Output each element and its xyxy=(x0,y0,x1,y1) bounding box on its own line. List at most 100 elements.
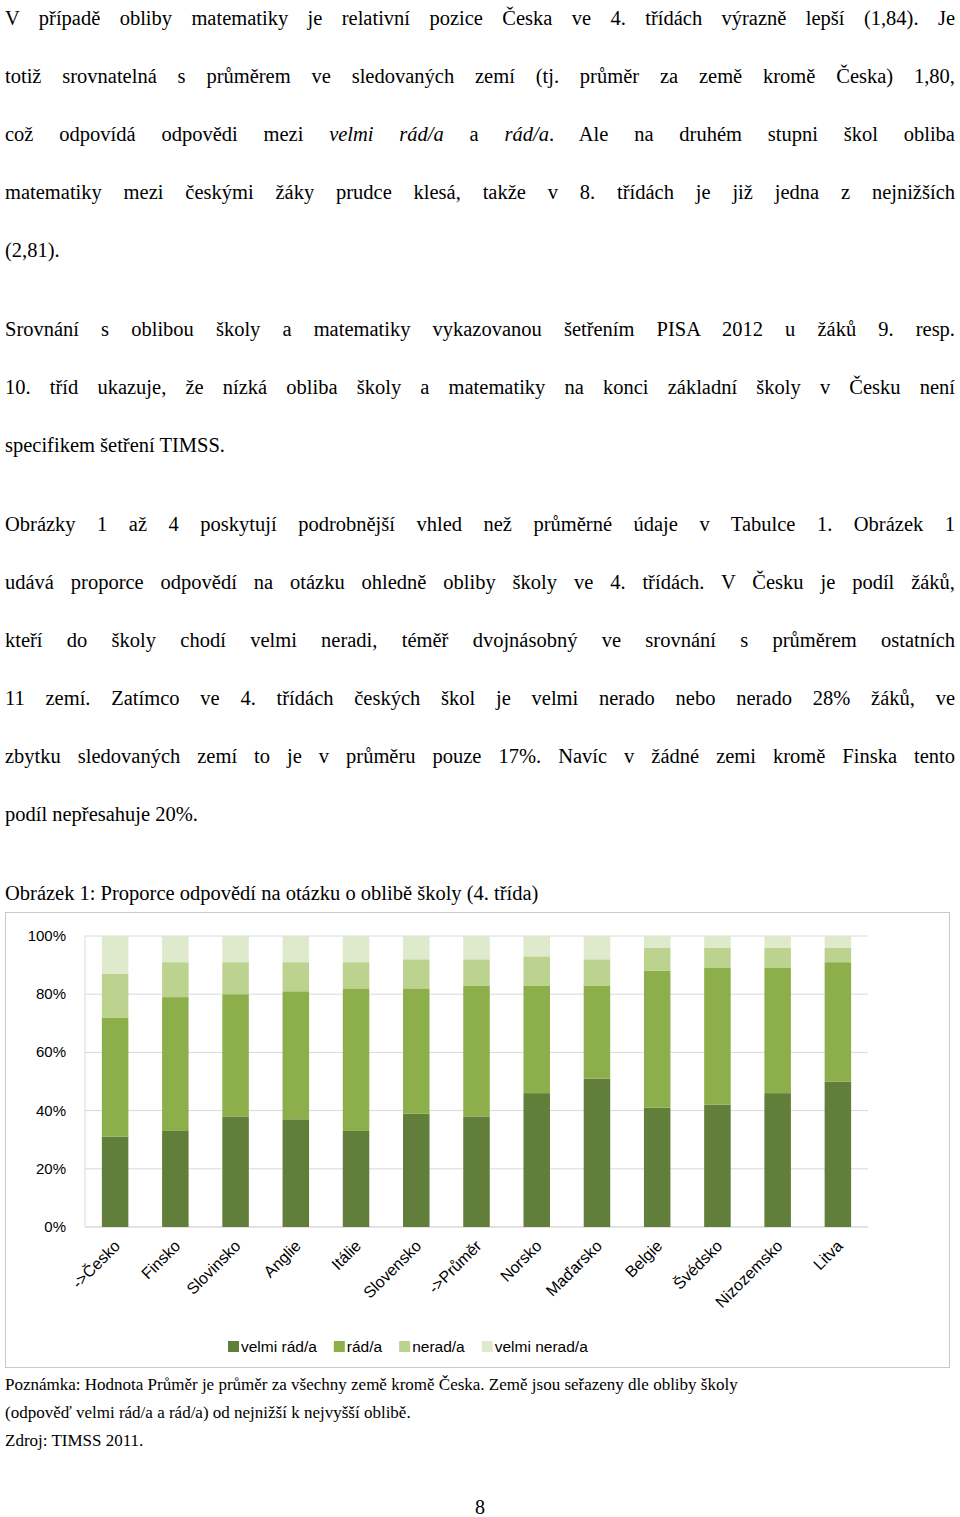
tick-label: 0% xyxy=(44,1218,66,1235)
bar-segment xyxy=(584,936,611,959)
text-line: 10. tříd ukazuje, že nízká obliba školy … xyxy=(5,374,955,400)
category-label: Litva xyxy=(810,1237,846,1273)
bar-segment xyxy=(463,1116,490,1227)
bar-segment xyxy=(102,1137,129,1227)
bar-segment xyxy=(704,948,731,968)
text-line: podíl nepřesahuje 20%. xyxy=(5,801,955,827)
bar-segment xyxy=(343,962,370,988)
text-line: Srovnání s oblibou školy a matematiky vy… xyxy=(5,316,955,342)
bar-segment xyxy=(463,985,490,1116)
text-line: (2,81). xyxy=(5,237,955,263)
text-line: což odpovídá odpovědi mezi velmi rád/a a… xyxy=(5,121,955,147)
text-segment: velmi rád/a xyxy=(329,123,444,145)
bar-segment xyxy=(644,936,671,948)
bar-segment xyxy=(403,1114,430,1227)
text-line: zbytku sledovaných zemí to je v průměru … xyxy=(5,743,955,769)
legend-label: rád/a xyxy=(347,1338,383,1355)
bar-segment xyxy=(644,1108,671,1227)
figure-note: Zdroj: TIMSS 2011. xyxy=(5,1430,143,1452)
tick-label: 80% xyxy=(36,985,66,1002)
chart: 0% 20% 40% 60% 80% 100% ->Česko FinskoSlovinsko… xyxy=(0,0,960,1517)
legend-swatch xyxy=(399,1341,410,1352)
page-number: 8 xyxy=(0,1495,960,1517)
bar-segment xyxy=(222,962,249,994)
bar-segment xyxy=(463,959,490,985)
bar-segment xyxy=(403,988,430,1113)
bar-segment xyxy=(764,936,791,948)
bar-segment xyxy=(283,991,310,1119)
figure-note: (odpověď velmi rád/a a rád/a) od nejnižš… xyxy=(5,1402,411,1424)
bar-segment xyxy=(343,1131,370,1227)
text-line: totiž srovnatelná s průměrem ve sledovan… xyxy=(5,63,955,89)
bar-segment xyxy=(704,1105,731,1227)
bar-segment xyxy=(704,936,731,948)
text-segment: . Ale na druhém stupni škol obliba xyxy=(549,123,955,145)
bar-segment xyxy=(162,997,189,1131)
category-label: Itálie xyxy=(328,1237,364,1273)
text-segment: a xyxy=(444,123,505,145)
bar-segment xyxy=(222,994,249,1116)
category-label: Norsko xyxy=(497,1237,545,1285)
category-label: Nizozemsko xyxy=(712,1237,786,1311)
category-label: ->Česko xyxy=(68,1236,123,1291)
bar-segment xyxy=(343,988,370,1131)
text-line: Obrázky 1 až 4 poskytují podrobnější vhl… xyxy=(5,511,955,537)
category-label: Slovensko xyxy=(360,1237,424,1301)
text-line: 11 zemí. Zatímco ve 4. třídách českých š… xyxy=(5,685,955,711)
bar-segment xyxy=(825,1082,852,1228)
category-label: Slovinsko xyxy=(183,1237,244,1298)
bar-segment xyxy=(825,948,852,963)
bar-segment xyxy=(283,936,310,962)
bar-segment xyxy=(523,956,550,985)
category-label: ->Průměr xyxy=(425,1237,485,1297)
bar-segment xyxy=(764,968,791,1093)
text-segment: což odpovídá odpovědi mezi xyxy=(5,123,329,145)
bar-segment xyxy=(102,1017,129,1136)
bar-segment xyxy=(584,985,611,1078)
bar-segment xyxy=(704,968,731,1105)
legend-label: nerad/a xyxy=(412,1338,465,1355)
legend-swatch xyxy=(482,1341,493,1352)
tick-label: 20% xyxy=(36,1160,66,1177)
figure-caption: Obrázek 1: Proporce odpovědí na otázku o… xyxy=(5,880,538,906)
bar-segment xyxy=(102,936,129,974)
tick-label: 40% xyxy=(36,1102,66,1119)
legend-swatch xyxy=(228,1341,239,1352)
text-line: specifikem šetření TIMSS. xyxy=(5,432,955,458)
bar-segment xyxy=(644,948,671,971)
bar-segment xyxy=(162,962,189,997)
legend-label: velmi nerad/a xyxy=(495,1338,588,1355)
category-label: Švédsko xyxy=(669,1236,725,1292)
category-label: Anglie xyxy=(260,1237,304,1281)
bar-segment xyxy=(343,936,370,962)
bar-segment xyxy=(463,936,490,959)
tick-label: 60% xyxy=(36,1043,66,1060)
text-line: kteří do školy chodí velmi neradi, téměř… xyxy=(5,627,955,653)
category-label: Maďarsko xyxy=(543,1237,605,1299)
text-line: matematiky mezi českými žáky prudce kles… xyxy=(5,179,955,205)
bar-segment xyxy=(162,1131,189,1227)
chart-frame xyxy=(6,913,950,1368)
category-label: Finsko xyxy=(138,1237,183,1282)
bar-segment xyxy=(222,936,249,962)
bar-segment xyxy=(283,1119,310,1227)
category-label: Belgie xyxy=(622,1237,666,1281)
text-line: udává proporce odpovědí na otázku ohledn… xyxy=(5,569,955,595)
bar-segment xyxy=(523,936,550,956)
bar-segment xyxy=(764,1093,791,1227)
bar-segment xyxy=(644,971,671,1108)
bar-segment xyxy=(162,936,189,962)
bar-segment xyxy=(584,1079,611,1227)
bar-segment xyxy=(283,962,310,991)
tick-label: 100% xyxy=(28,927,66,944)
y-axis-line xyxy=(85,936,86,1227)
bar-segment xyxy=(102,974,129,1018)
legend-label: velmi rád/a xyxy=(241,1338,317,1355)
bar-segment xyxy=(403,936,430,959)
bar-segment xyxy=(825,962,852,1081)
bar-segment xyxy=(764,948,791,968)
bars xyxy=(102,936,851,1227)
text-line: V případě obliby matematiky je relativní… xyxy=(5,5,955,31)
bar-segment xyxy=(523,985,550,1093)
bar-segment xyxy=(222,1116,249,1227)
